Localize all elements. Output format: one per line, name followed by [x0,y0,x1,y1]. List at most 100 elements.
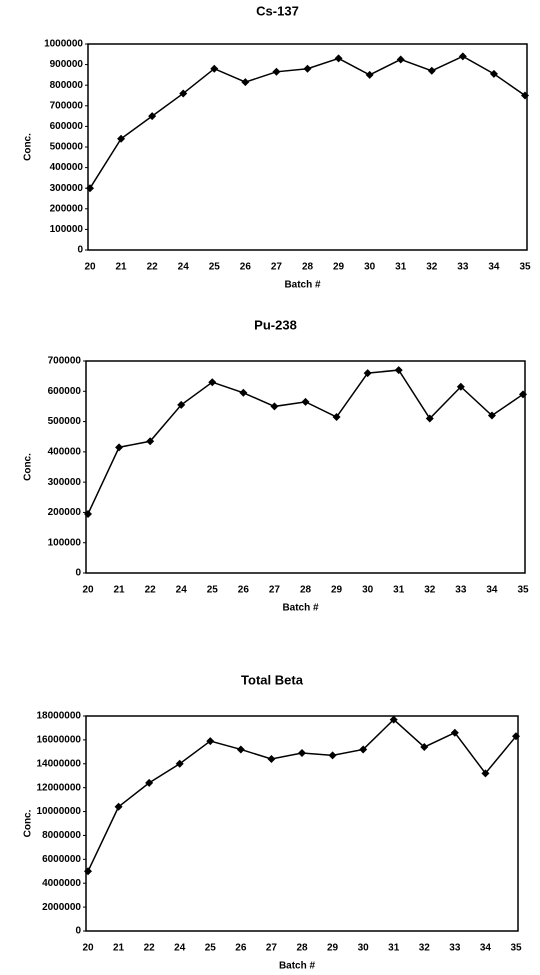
data-point [450,728,459,737]
data-point [114,802,123,811]
y-tick-label: 8000000 [42,830,81,841]
data-point [270,402,279,411]
data-point [519,390,527,399]
x-tick-label: 21 [113,943,125,954]
y-tick-label: 700000 [48,356,82,367]
data-point [146,437,155,446]
data-point [272,67,281,76]
x-tick-label: 30 [358,943,370,954]
y-tick-label: 1000000 [44,39,83,50]
y-tick-label: 200000 [48,507,82,518]
data-point [389,715,398,724]
x-tick-label: 25 [207,585,219,596]
x-tick-label: 30 [362,585,374,596]
y-tick-label: 500000 [48,416,82,427]
data-point [427,66,436,75]
data-point [394,366,403,375]
x-tick-label: 22 [147,262,159,273]
x-tick-label: 21 [116,262,128,273]
x-tick-label: 26 [235,943,247,954]
y-tick-label: 6000000 [42,854,81,865]
y-tick-label: 500000 [50,142,84,153]
x-tick-label: 27 [271,262,283,273]
x-axis-label: Batch # [282,603,319,614]
y-axis-label: Conc. [23,453,34,481]
x-tick-label: 21 [114,585,126,596]
x-tick-label: 25 [209,262,221,273]
y-tick-label: 0 [75,568,81,579]
y-tick-label: 16000000 [37,735,82,746]
data-point [359,745,368,754]
x-tick-label: 31 [393,585,405,596]
data-point [206,737,215,746]
y-tick-label: 800000 [50,80,84,91]
y-tick-label: 300000 [50,183,84,194]
x-tick-label: 26 [240,262,252,273]
x-tick-label: 28 [296,943,308,954]
data-line [87,718,517,872]
x-tick-label: 22 [145,585,157,596]
data-point [239,388,248,397]
data-point [420,743,429,752]
data-point [115,443,124,452]
data-point [301,397,310,406]
x-tick-label: 25 [205,943,217,954]
x-tick-label: 28 [300,585,312,596]
x-axis-label: Batch # [284,280,321,291]
data-point [363,369,372,378]
y-tick-label: 14000000 [37,758,82,769]
x-tick-label: 31 [395,262,407,273]
x-tick-label: 31 [388,943,400,954]
y-tick-label: 2000000 [42,902,81,913]
x-tick-label: 27 [266,943,278,954]
x-tick-label: 32 [426,262,438,273]
x-tick-label: 29 [331,585,343,596]
y-tick-label: 18000000 [37,711,82,722]
data-point [487,411,496,420]
data-point [298,749,306,758]
y-tick-label: 600000 [50,121,84,132]
y-tick-label: 600000 [48,386,82,397]
data-point [521,91,529,100]
data-point [241,78,250,87]
x-tick-label: 33 [457,262,469,273]
data-line [89,55,526,189]
chart-title: Total Beta [241,672,304,687]
x-tick-label: 32 [419,943,431,954]
x-tick-label: 20 [82,585,94,596]
x-tick-label: 34 [486,585,498,596]
x-tick-label: 32 [424,585,436,596]
plot-frame [85,360,526,574]
x-tick-label: 28 [302,262,314,273]
data-point [117,134,126,143]
x-tick-label: 20 [82,943,94,954]
data-point [481,769,490,778]
data-point [332,413,341,422]
y-tick-label: 0 [77,245,83,256]
data-point [208,378,217,387]
x-tick-label: 35 [517,585,529,596]
data-point [210,64,219,73]
chart-title: Cs-137 [256,3,299,18]
plot-frame [87,43,528,251]
data-point [425,414,434,423]
x-tick-label: 22 [144,943,156,954]
data-point [365,70,374,79]
data-point [458,52,467,61]
data-point [145,778,154,787]
x-tick-label: 24 [174,943,186,954]
y-tick-label: 100000 [48,537,82,548]
y-tick-label: 900000 [50,59,84,70]
data-point [175,759,184,768]
data-point [456,382,465,391]
data-point [84,867,92,876]
x-tick-label: 29 [333,262,345,273]
x-axis-label: Batch # [279,961,316,972]
y-tick-label: 700000 [50,100,84,111]
data-point [177,400,186,409]
data-point [148,112,157,121]
y-tick-label: 300000 [48,477,82,488]
x-tick-label: 27 [269,585,281,596]
y-axis-label: Conc. [23,809,34,837]
